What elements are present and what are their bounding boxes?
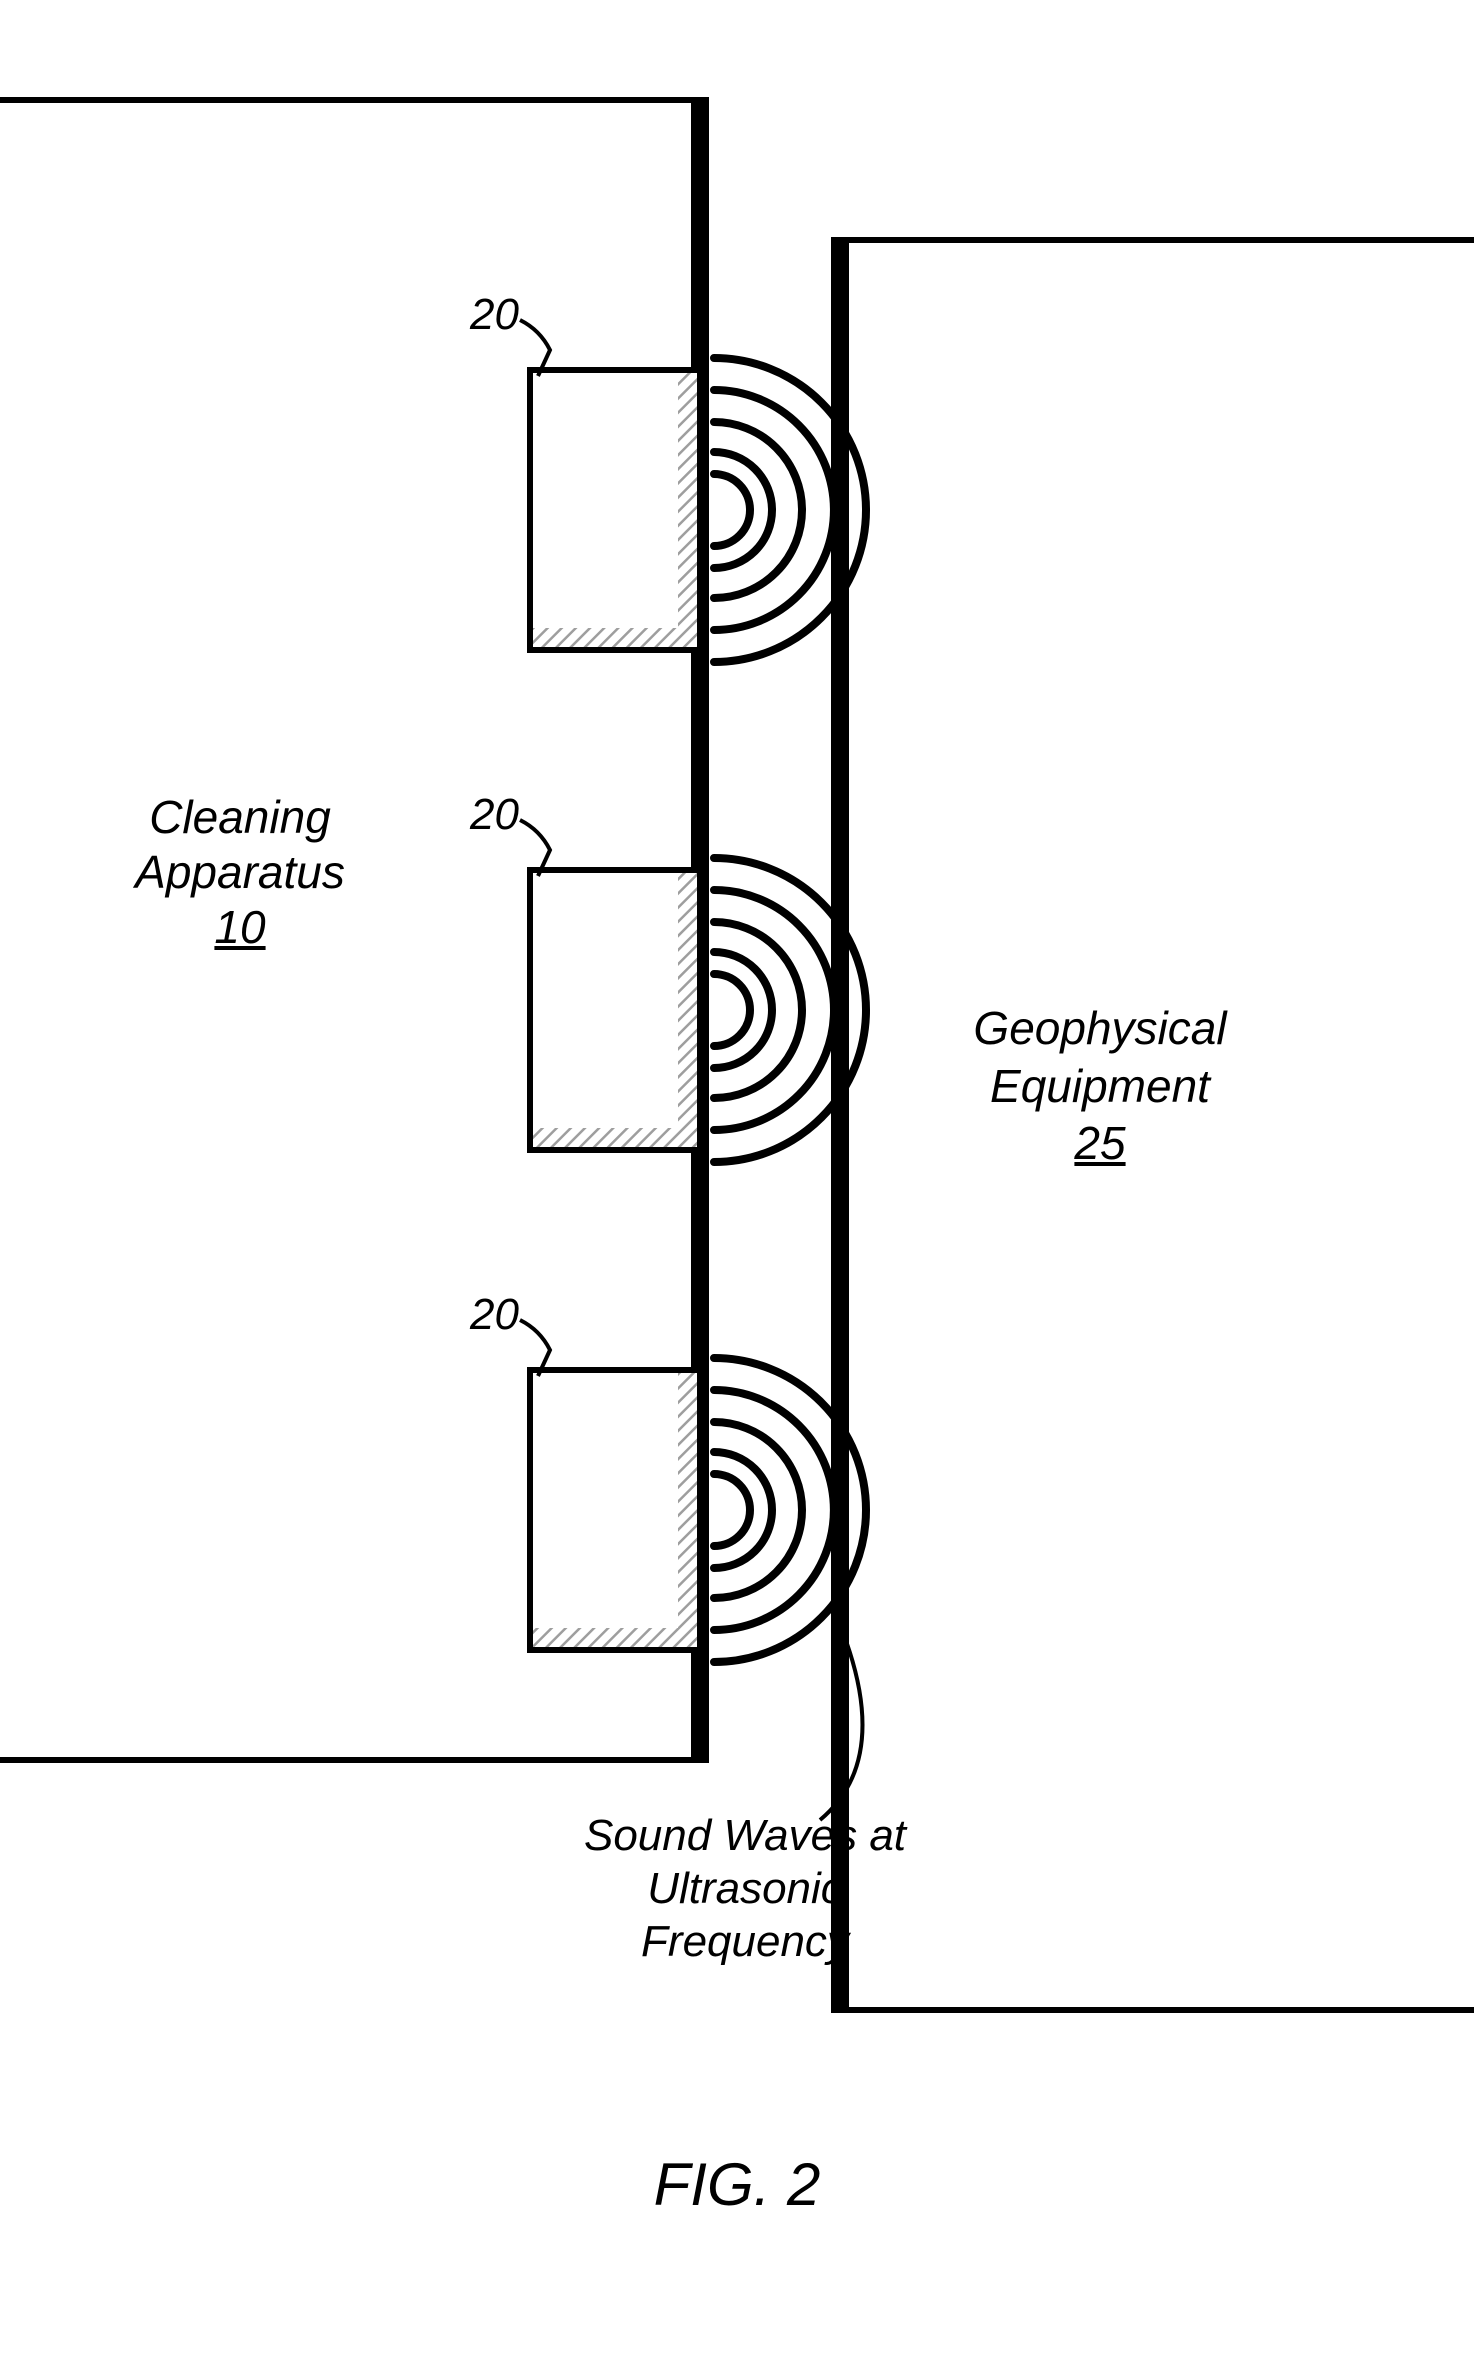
transducer-ref-2: 20 <box>470 790 519 840</box>
diagram-svg <box>0 0 1474 2367</box>
transducer <box>530 870 700 1150</box>
transducer-ref-1: 20 <box>470 290 519 340</box>
left-block-label: CleaningApparatus 10 <box>90 790 390 956</box>
right-block-label: GeophysicalEquipment 25 <box>920 1000 1280 1173</box>
transducer <box>530 1370 700 1650</box>
sound-waves-label: Sound Waves atUltrasonicFrequency <box>520 1810 970 1968</box>
cleaning-apparatus-text: CleaningApparatus <box>135 791 345 898</box>
transducer <box>530 370 700 650</box>
figure-canvas: CleaningApparatus 10 GeophysicalEquipmen… <box>0 0 1474 2367</box>
geophysical-equipment-text: GeophysicalEquipment <box>973 1002 1226 1112</box>
geophysical-equipment-ref: 25 <box>1074 1117 1125 1169</box>
transducer-ref-3: 20 <box>470 1290 519 1340</box>
figure-caption: FIG. 2 <box>0 2150 1474 2219</box>
cleaning-apparatus-ref: 10 <box>214 901 265 953</box>
